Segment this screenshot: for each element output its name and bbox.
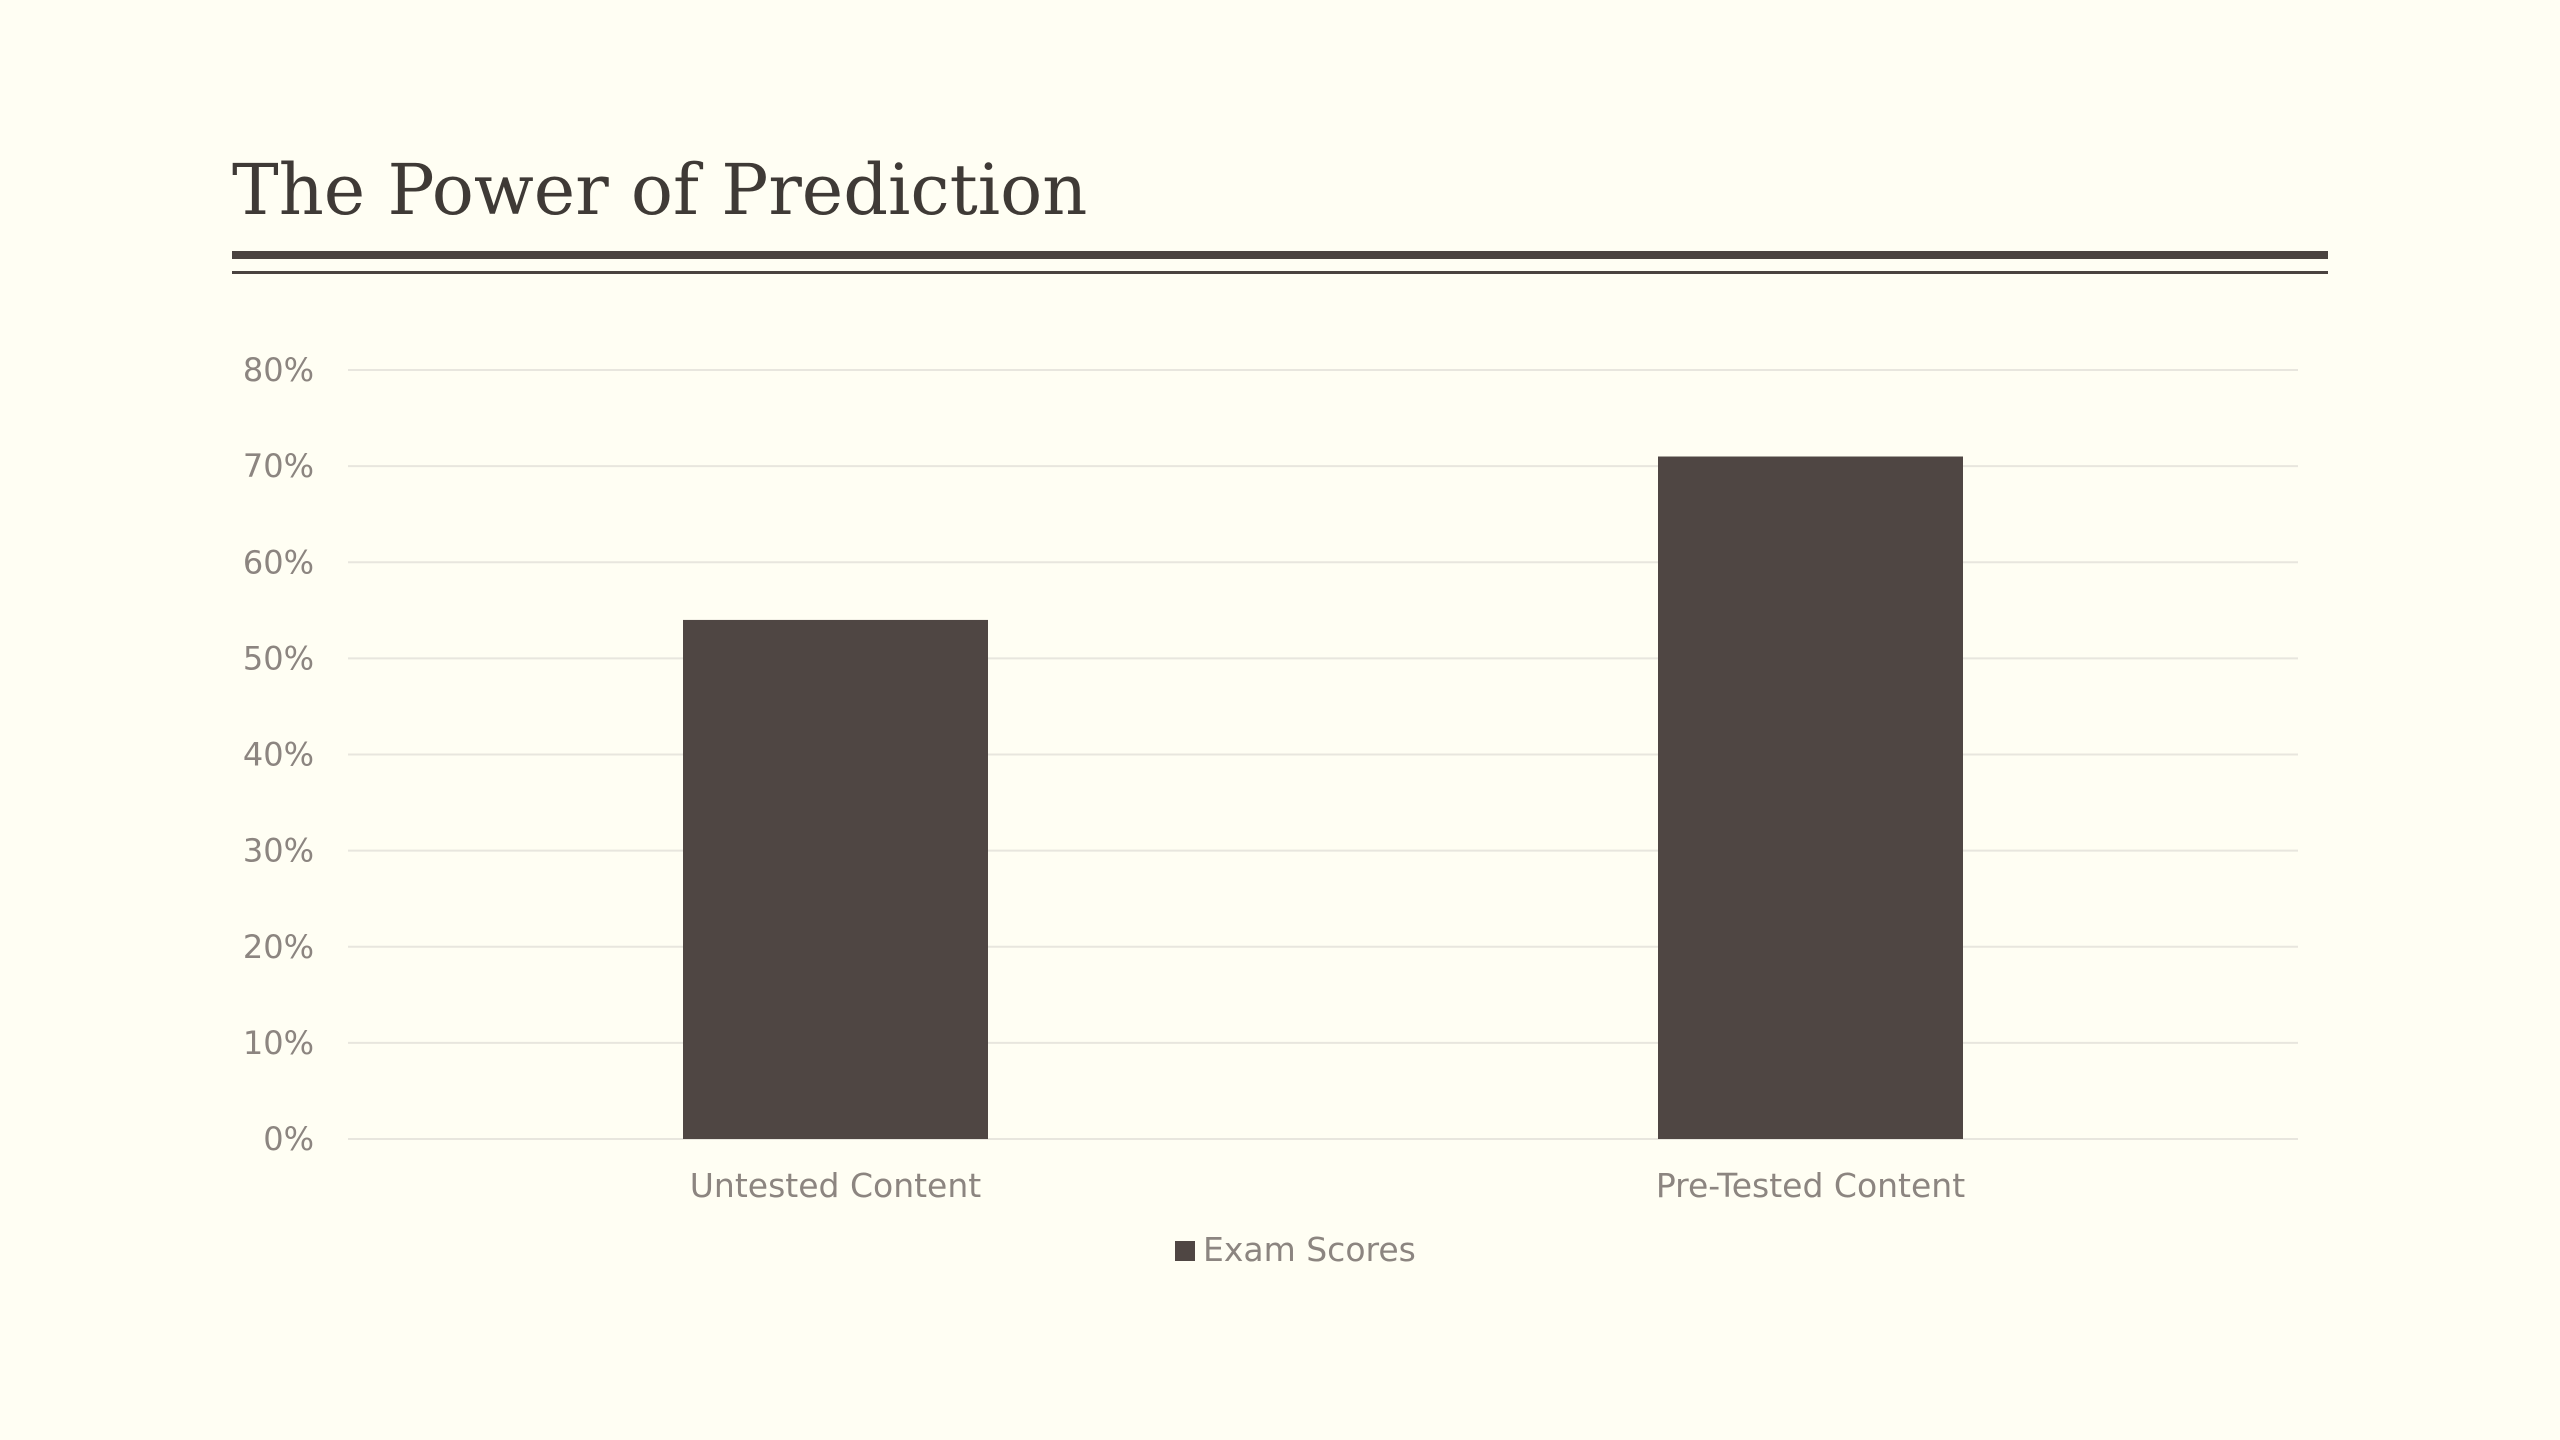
legend-label: Exam Scores	[1203, 1230, 1416, 1269]
y-tick-label: 0%	[263, 1120, 314, 1158]
y-tick-label: 70%	[243, 447, 314, 485]
legend-swatch	[1175, 1241, 1195, 1261]
x-axis-labels: Untested Content Pre-Tested Content	[690, 1166, 1965, 1205]
title-rule-thin	[232, 271, 2328, 274]
slide-title: The Power of Prediction	[232, 149, 1088, 231]
bar	[683, 619, 988, 1139]
y-tick-label: 80%	[243, 351, 314, 389]
bar	[1658, 456, 1963, 1139]
x-category-label: Untested Content	[690, 1166, 981, 1205]
y-tick-label: 20%	[243, 928, 314, 966]
y-tick-label: 60%	[243, 543, 314, 581]
x-category-label: Pre-Tested Content	[1656, 1166, 1965, 1205]
y-tick-label: 50%	[243, 639, 314, 677]
y-axis-labels: 0% 10% 20% 30% 40% 50% 60% 70% 80%	[243, 351, 314, 1158]
y-tick-label: 10%	[243, 1024, 314, 1062]
y-tick-label: 30%	[243, 832, 314, 870]
title-rule-thick	[232, 251, 2328, 259]
legend: Exam Scores	[1175, 1230, 1416, 1269]
y-tick-label: 40%	[243, 736, 314, 774]
bars	[683, 456, 1963, 1139]
grid-lines	[348, 369, 2298, 1140]
